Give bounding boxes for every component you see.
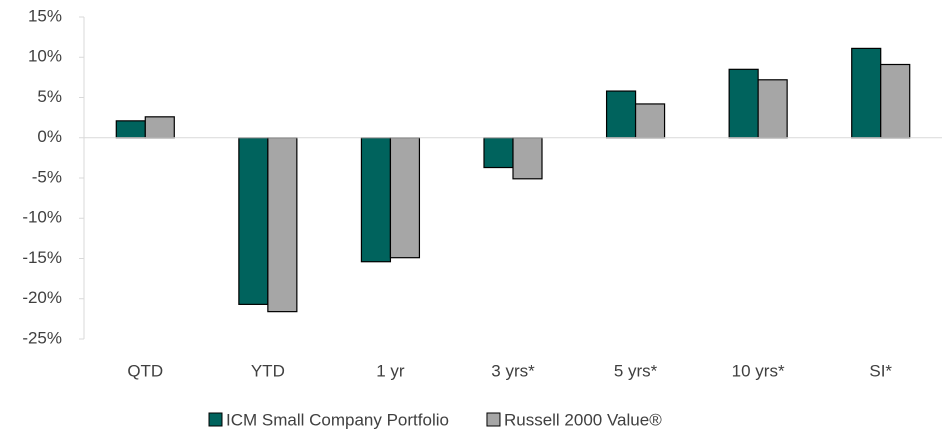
y-tick-label: -15%: [22, 248, 62, 267]
y-tick-label: 15%: [28, 6, 62, 25]
x-tick-label: 5 yrs*: [614, 361, 658, 380]
bar: [512, 137, 543, 180]
bar: [634, 103, 666, 139]
x-tick-label: YTD: [251, 361, 285, 380]
legend-label: Russell 2000 Value®: [504, 410, 662, 429]
bar: [483, 137, 514, 169]
y-tick-label: -20%: [22, 288, 62, 307]
bar: [605, 90, 637, 139]
legend-swatch: [486, 412, 501, 427]
x-tick-label: 10 yrs*: [732, 361, 785, 380]
bar: [267, 137, 298, 313]
bar: [880, 63, 911, 139]
bar: [238, 137, 269, 305]
x-tick-label: SI*: [869, 361, 892, 380]
y-tick-label: -25%: [22, 328, 62, 347]
x-tick-label: 3 yrs*: [491, 361, 535, 380]
bar: [728, 68, 759, 139]
bar: [851, 47, 882, 139]
y-tick-label: 0%: [37, 127, 62, 146]
y-tick-label: 5%: [37, 87, 62, 106]
bar: [389, 137, 421, 259]
y-tick-label: 10%: [28, 47, 62, 66]
bar: [360, 137, 392, 263]
legend-swatch: [208, 412, 223, 427]
legend-label: ICM Small Company Portfolio: [226, 410, 449, 429]
bar: [757, 79, 788, 139]
y-tick-label: -10%: [22, 208, 62, 227]
y-tick-label: -5%: [32, 167, 62, 186]
bar: [115, 120, 146, 139]
bar: [144, 116, 175, 139]
x-tick-label: 1 yr: [376, 361, 405, 380]
x-tick-label: QTD: [127, 361, 163, 380]
